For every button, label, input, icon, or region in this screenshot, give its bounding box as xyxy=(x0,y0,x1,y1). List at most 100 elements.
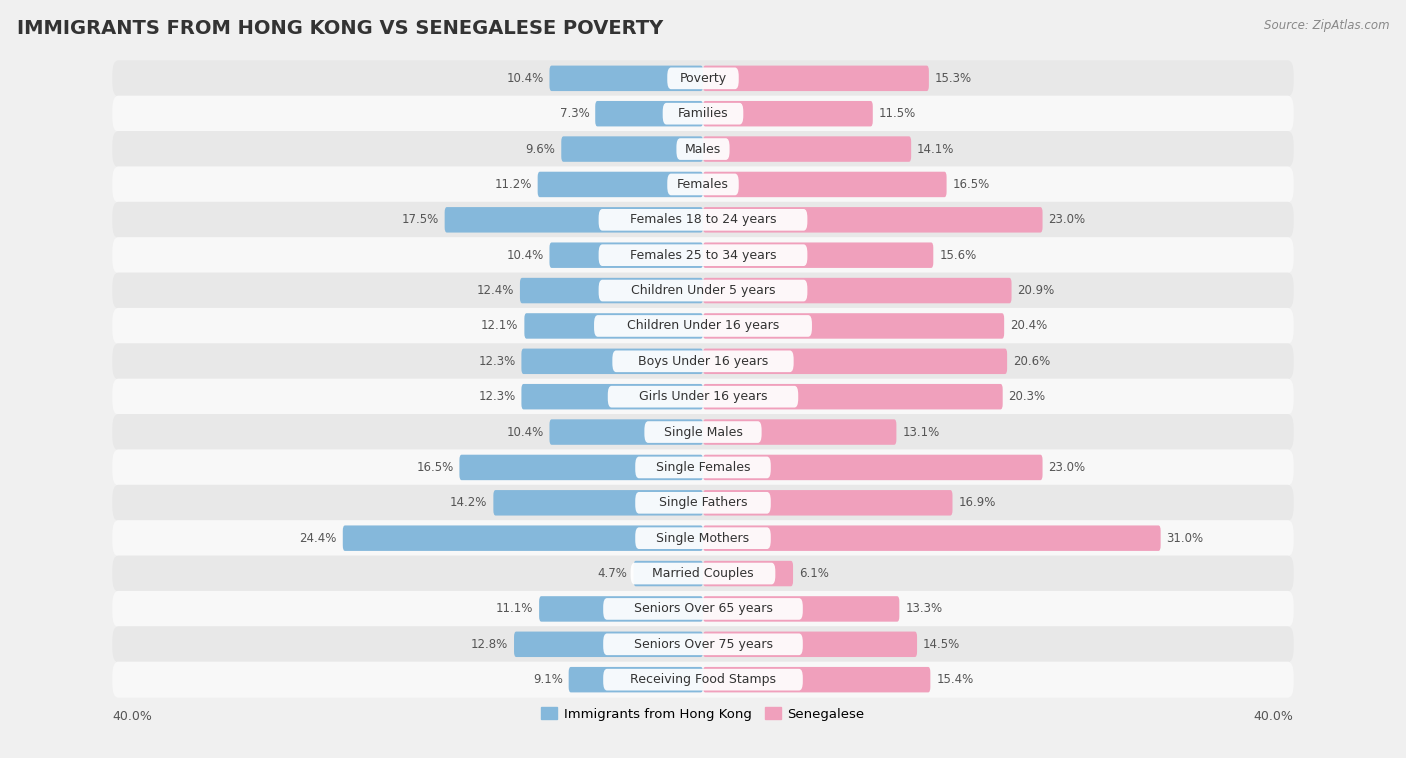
FancyBboxPatch shape xyxy=(703,136,911,161)
Text: Females 18 to 24 years: Females 18 to 24 years xyxy=(630,213,776,227)
FancyBboxPatch shape xyxy=(603,598,803,620)
Text: Seniors Over 65 years: Seniors Over 65 years xyxy=(634,603,772,615)
Text: Single Females: Single Females xyxy=(655,461,751,474)
Text: 14.2%: 14.2% xyxy=(450,496,488,509)
Text: Children Under 16 years: Children Under 16 years xyxy=(627,319,779,333)
Text: Single Mothers: Single Mothers xyxy=(657,531,749,545)
Text: 10.4%: 10.4% xyxy=(506,425,544,439)
FancyBboxPatch shape xyxy=(112,308,1294,344)
Text: Females: Females xyxy=(678,178,728,191)
FancyBboxPatch shape xyxy=(522,384,703,409)
FancyBboxPatch shape xyxy=(603,634,803,655)
FancyBboxPatch shape xyxy=(668,174,738,196)
FancyBboxPatch shape xyxy=(703,455,1043,480)
FancyBboxPatch shape xyxy=(703,525,1161,551)
Text: 15.4%: 15.4% xyxy=(936,673,973,686)
FancyBboxPatch shape xyxy=(550,419,703,445)
FancyBboxPatch shape xyxy=(112,131,1294,167)
FancyBboxPatch shape xyxy=(595,315,811,337)
FancyBboxPatch shape xyxy=(703,490,952,515)
Text: 9.1%: 9.1% xyxy=(533,673,562,686)
Text: 16.9%: 16.9% xyxy=(959,496,995,509)
FancyBboxPatch shape xyxy=(112,273,1294,309)
Text: 13.1%: 13.1% xyxy=(903,425,939,439)
FancyBboxPatch shape xyxy=(520,278,703,303)
FancyBboxPatch shape xyxy=(112,556,1294,591)
Text: 6.1%: 6.1% xyxy=(799,567,828,580)
FancyBboxPatch shape xyxy=(343,525,703,551)
Text: Families: Families xyxy=(678,107,728,121)
Text: 20.4%: 20.4% xyxy=(1010,319,1047,333)
Text: 13.3%: 13.3% xyxy=(905,603,942,615)
FancyBboxPatch shape xyxy=(703,278,1011,303)
FancyBboxPatch shape xyxy=(112,626,1294,662)
FancyBboxPatch shape xyxy=(460,455,703,480)
FancyBboxPatch shape xyxy=(631,562,775,584)
FancyBboxPatch shape xyxy=(112,167,1294,202)
FancyBboxPatch shape xyxy=(703,243,934,268)
FancyBboxPatch shape xyxy=(703,66,929,91)
FancyBboxPatch shape xyxy=(613,350,793,372)
Text: 16.5%: 16.5% xyxy=(952,178,990,191)
Text: Married Couples: Married Couples xyxy=(652,567,754,580)
Text: Males: Males xyxy=(685,143,721,155)
FancyBboxPatch shape xyxy=(662,103,744,124)
FancyBboxPatch shape xyxy=(595,101,703,127)
FancyBboxPatch shape xyxy=(494,490,703,515)
FancyBboxPatch shape xyxy=(568,667,703,692)
FancyBboxPatch shape xyxy=(703,101,873,127)
FancyBboxPatch shape xyxy=(537,172,703,197)
FancyBboxPatch shape xyxy=(550,243,703,268)
FancyBboxPatch shape xyxy=(515,631,703,657)
FancyBboxPatch shape xyxy=(607,386,799,408)
Text: 11.1%: 11.1% xyxy=(496,603,533,615)
Text: 12.1%: 12.1% xyxy=(481,319,519,333)
Text: 31.0%: 31.0% xyxy=(1167,531,1204,545)
FancyBboxPatch shape xyxy=(112,343,1294,379)
FancyBboxPatch shape xyxy=(636,456,770,478)
FancyBboxPatch shape xyxy=(524,313,703,339)
Text: 14.1%: 14.1% xyxy=(917,143,955,155)
FancyBboxPatch shape xyxy=(703,349,1007,374)
Text: 11.2%: 11.2% xyxy=(495,178,531,191)
FancyBboxPatch shape xyxy=(703,172,946,197)
Text: 17.5%: 17.5% xyxy=(402,213,439,227)
Text: 4.7%: 4.7% xyxy=(598,567,627,580)
FancyBboxPatch shape xyxy=(112,237,1294,273)
Text: 24.4%: 24.4% xyxy=(299,531,337,545)
FancyBboxPatch shape xyxy=(112,449,1294,485)
FancyBboxPatch shape xyxy=(112,379,1294,415)
FancyBboxPatch shape xyxy=(703,631,917,657)
Text: 12.8%: 12.8% xyxy=(471,637,508,651)
Text: Poverty: Poverty xyxy=(679,72,727,85)
FancyBboxPatch shape xyxy=(112,591,1294,627)
Text: 16.5%: 16.5% xyxy=(416,461,454,474)
Text: 10.4%: 10.4% xyxy=(506,72,544,85)
FancyBboxPatch shape xyxy=(599,244,807,266)
Text: 23.0%: 23.0% xyxy=(1049,213,1085,227)
Text: 10.4%: 10.4% xyxy=(506,249,544,262)
FancyBboxPatch shape xyxy=(703,667,931,692)
FancyBboxPatch shape xyxy=(599,280,807,302)
Text: Receiving Food Stamps: Receiving Food Stamps xyxy=(630,673,776,686)
Text: Single Fathers: Single Fathers xyxy=(659,496,747,509)
FancyBboxPatch shape xyxy=(112,662,1294,697)
Text: 9.6%: 9.6% xyxy=(526,143,555,155)
FancyBboxPatch shape xyxy=(550,66,703,91)
Text: 12.4%: 12.4% xyxy=(477,284,515,297)
Text: Females 25 to 34 years: Females 25 to 34 years xyxy=(630,249,776,262)
FancyBboxPatch shape xyxy=(703,384,1002,409)
Text: 12.3%: 12.3% xyxy=(478,355,516,368)
Text: Single Males: Single Males xyxy=(664,425,742,439)
Text: Seniors Over 75 years: Seniors Over 75 years xyxy=(634,637,772,651)
FancyBboxPatch shape xyxy=(644,421,762,443)
Text: 40.0%: 40.0% xyxy=(112,709,152,722)
Text: 15.6%: 15.6% xyxy=(939,249,976,262)
Text: Children Under 5 years: Children Under 5 years xyxy=(631,284,775,297)
Text: 7.3%: 7.3% xyxy=(560,107,589,121)
Text: 11.5%: 11.5% xyxy=(879,107,915,121)
FancyBboxPatch shape xyxy=(703,597,900,622)
FancyBboxPatch shape xyxy=(636,528,770,549)
Text: 20.3%: 20.3% xyxy=(1008,390,1046,403)
FancyBboxPatch shape xyxy=(703,419,897,445)
